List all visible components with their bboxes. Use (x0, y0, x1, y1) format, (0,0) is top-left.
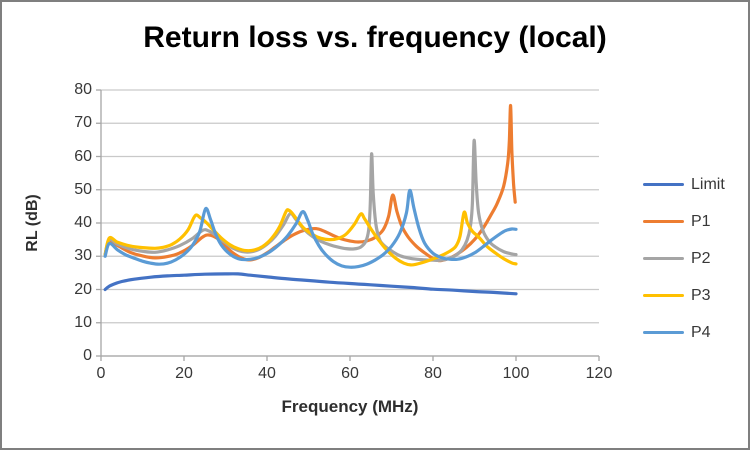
x-tick-label-20: 20 (175, 365, 193, 382)
series-line-p4 (103, 188, 518, 269)
y-tick-label-70: 70 (74, 114, 92, 132)
series-line-limit (103, 272, 518, 296)
y-tick-label-30: 30 (74, 247, 92, 265)
legend: Limit P1 P2 P3 P4 (643, 166, 725, 351)
y-tick-label-50: 50 (74, 180, 92, 198)
y-tick-label-0: 0 (83, 347, 92, 364)
legend-item-p3[interactable]: P3 (643, 277, 725, 314)
legend-label: P1 (691, 212, 711, 230)
x-tick-label-120: 120 (585, 365, 613, 382)
x-tick-label-0: 0 (96, 365, 106, 382)
series-line-p3 (103, 208, 518, 267)
y-tick-label-10: 10 (74, 313, 92, 331)
x-tick-label-80: 80 (424, 365, 442, 382)
legend-label: P3 (691, 286, 711, 304)
legend-line-swatch (643, 331, 684, 334)
legend-line-swatch (643, 257, 684, 260)
x-tick-label-60: 60 (341, 365, 359, 382)
x-tick-label-40: 40 (258, 365, 276, 382)
legend-label: P4 (691, 323, 711, 341)
x-axis-title: Frequency (MHz) (281, 397, 419, 416)
y-tick-label-80: 80 (74, 81, 92, 98)
x-tick-label-100: 100 (502, 365, 530, 382)
legend-item-p4[interactable]: P4 (643, 314, 725, 351)
legend-label: Limit (691, 175, 725, 193)
y-tick-label-20: 20 (74, 280, 92, 298)
legend-item-p2[interactable]: P2 (643, 240, 725, 277)
series-line-p2 (103, 138, 518, 263)
chart-title: Return loss vs. frequency (local) (143, 21, 607, 54)
series-line-p1 (103, 103, 517, 263)
legend-line-swatch (643, 294, 684, 297)
legend-item-p1[interactable]: P1 (643, 203, 725, 240)
legend-line-swatch (643, 183, 684, 186)
legend-line-swatch (643, 220, 684, 223)
legend-label: P2 (691, 249, 711, 267)
y-tick-label-60: 60 (74, 147, 92, 165)
y-tick-label-40: 40 (74, 214, 92, 231)
legend-item-limit[interactable]: Limit (643, 166, 725, 203)
